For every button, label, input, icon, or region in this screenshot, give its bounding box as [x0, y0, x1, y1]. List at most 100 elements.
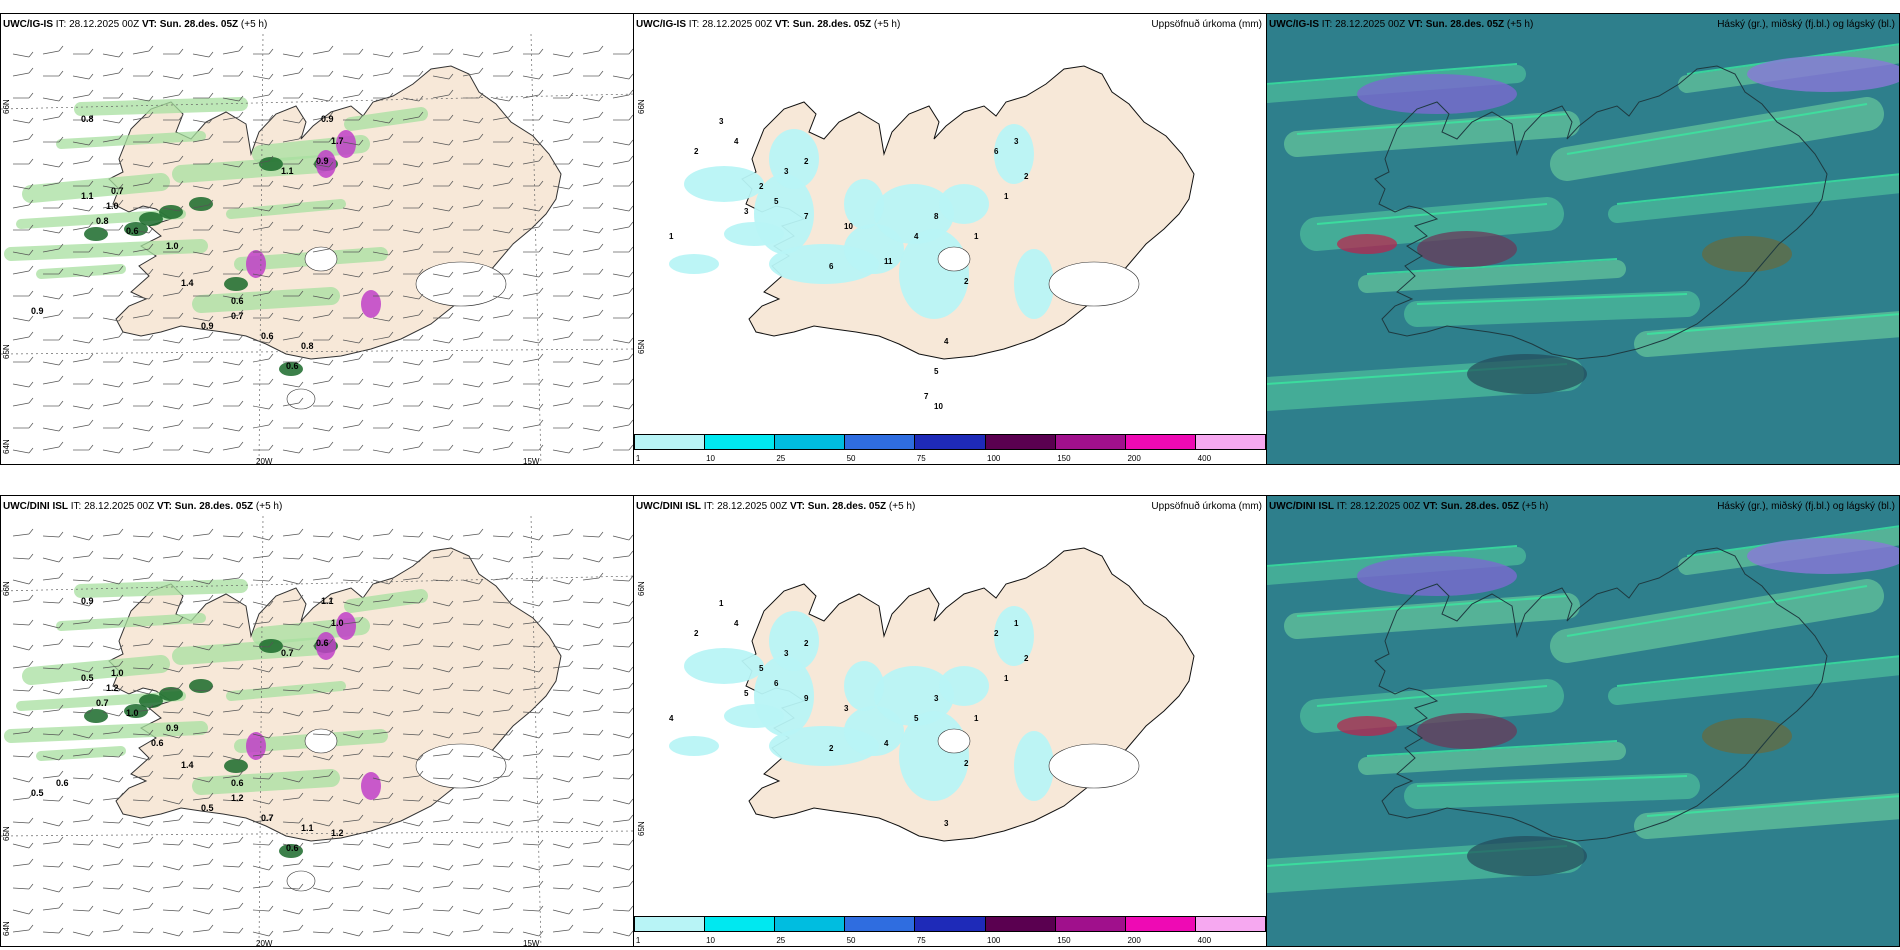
wind-barb-flag	[328, 795, 334, 802]
wind-barb-flag	[178, 575, 184, 582]
wind-barb	[312, 557, 330, 563]
wind-barb-flag	[238, 136, 244, 143]
wind-barb	[42, 907, 60, 911]
wind-barb-flag	[628, 773, 633, 780]
wind-barb-flag	[178, 534, 184, 541]
wind-barb-flag	[238, 704, 244, 711]
wind-barb	[72, 226, 90, 231]
cloud-title: Háský (gr.), miðský (fj.bl.) og lágský (…	[1717, 501, 1895, 512]
wind-barb-flag	[178, 89, 184, 96]
wind-barb-flag	[118, 158, 124, 165]
wind-barb	[102, 599, 120, 603]
wind-barb-flag	[178, 666, 184, 673]
wind-barb	[72, 885, 90, 889]
value-label: 1.2	[331, 828, 344, 838]
wind-barb	[342, 843, 360, 846]
wind-barb	[582, 887, 600, 893]
wind-barb-flag	[328, 531, 334, 538]
wind-barb-flag	[478, 249, 484, 256]
wind-barb-flag	[298, 924, 304, 931]
wind-barb-flag	[508, 70, 514, 77]
wind-barb-flag	[538, 403, 544, 410]
wind-barb-flag	[178, 839, 184, 846]
wind-barb	[612, 601, 630, 607]
cloud-edge	[1296, 595, 1568, 617]
wind-barb	[462, 449, 480, 454]
wind-barb	[342, 621, 360, 625]
wind-barb-flag	[568, 133, 574, 140]
wind-barb-flag	[208, 776, 214, 783]
wind-barb	[612, 358, 630, 363]
wind-barb-flag	[268, 550, 274, 557]
wind-barb	[462, 623, 480, 626]
wind-barb	[522, 424, 540, 429]
wind-barb-flag	[28, 199, 34, 206]
lon-label-20w: 20W	[256, 939, 273, 947]
value-label: 0.9	[316, 156, 329, 166]
wind-barb-flag	[448, 73, 454, 80]
low-cloud-band	[1550, 97, 1884, 181]
wind-barb-flag	[178, 221, 184, 228]
wind-barb	[12, 929, 30, 933]
wind-barb-flag	[88, 205, 94, 212]
wind-barb-flag	[268, 139, 274, 146]
cloud-edge	[1316, 685, 1548, 707]
value-label: 0.6	[231, 778, 244, 788]
wind-barb	[12, 383, 30, 388]
wind-barb-flag	[328, 556, 334, 563]
wind-barb-flag	[148, 375, 154, 382]
wind-barb	[102, 929, 120, 933]
wind-barb-flag	[478, 924, 484, 931]
wind-barb-flag	[148, 729, 154, 736]
wind-barb-flag	[598, 622, 604, 629]
wind-barb-flag	[478, 67, 484, 74]
wind-barb-flag	[238, 770, 244, 777]
wind-barb-flag	[148, 688, 154, 695]
panel-title: UWC/IG-IS IT: 28.12.2025 00Z VT: Sun. 28…	[636, 19, 901, 30]
wind-barb-flag	[298, 331, 304, 338]
wind-barb-flag	[298, 290, 304, 297]
precip-core	[84, 709, 108, 723]
wind-barb	[462, 797, 480, 801]
wind-barb-flag	[88, 246, 94, 253]
wind-barb	[462, 383, 480, 388]
wind-barb	[282, 755, 300, 758]
wind-barb	[102, 138, 120, 143]
value-label: 0.7	[96, 698, 109, 708]
cloud-layers	[1267, 525, 1899, 893]
wind-barb-flag	[298, 117, 304, 124]
wind-barb	[12, 557, 30, 560]
wind-barb-flag	[628, 641, 633, 648]
wind-barb-flag	[28, 92, 34, 99]
wind-barb-flag	[208, 447, 214, 454]
precip-area	[669, 254, 719, 274]
wind-barb	[222, 907, 240, 911]
wind-barb	[552, 623, 570, 626]
wind-barb	[312, 931, 330, 934]
wind-barb-flag	[418, 795, 424, 802]
colorbar-swatch	[1194, 434, 1266, 450]
wind-barb-flag	[628, 114, 633, 121]
wind-barb-flag	[28, 249, 34, 256]
wind-barb-flag	[568, 578, 574, 585]
wind-barb	[42, 623, 60, 629]
wind-barb-flag	[88, 287, 94, 294]
wind-barb-flag	[328, 161, 334, 168]
value-label: 1.4	[181, 278, 194, 288]
wind-barb	[402, 163, 420, 168]
wind-barb-flag	[238, 309, 244, 316]
wind-barb	[192, 383, 210, 388]
wind-barb-flag	[238, 45, 244, 52]
wind-barb-flag	[178, 205, 184, 212]
wind-barb	[462, 53, 480, 58]
wind-barb-flag	[148, 770, 154, 777]
wind-barb-flag	[478, 183, 484, 190]
wind-barb-flag	[538, 905, 544, 912]
wind-barb	[12, 336, 30, 341]
wind-barb-flag	[598, 729, 604, 736]
wind-barb	[12, 777, 30, 783]
wind-barb-flag	[148, 886, 154, 893]
wind-barb	[222, 535, 240, 538]
wind-barb-flag	[538, 798, 544, 805]
wind-barb-flag	[178, 312, 184, 319]
